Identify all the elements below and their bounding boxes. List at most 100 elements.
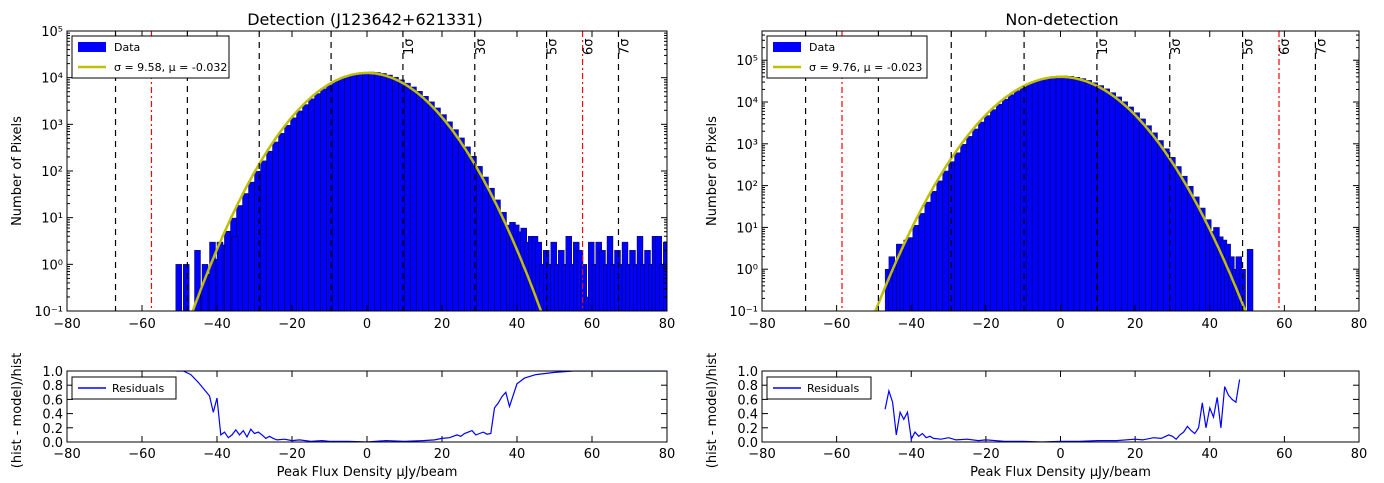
histogram-bar [996, 103, 1003, 311]
histogram-bars [175, 71, 667, 311]
histogram-bar [936, 180, 943, 311]
histogram-bar [350, 73, 357, 311]
residual-legend-label: Residuals [807, 382, 859, 395]
histogram-bar [374, 72, 381, 311]
gaussian-fit-line [191, 71, 543, 311]
detection-panel: Detection (J123642+621331) 1σ 3σ 5σ 6σ 7σ −80… [10, 10, 675, 480]
histogram-bar [446, 121, 453, 311]
histogram-bar [1187, 186, 1194, 311]
legend-data-swatch [773, 42, 801, 52]
x-tick-label: 60 [584, 317, 601, 332]
non-detection-panel: Non-detection 1σ 3σ 5σ 6σ 7σ −80 −80 −60 −60 −40 −… [705, 10, 1367, 480]
y-tick-label: 10⁰ [41, 258, 63, 273]
histogram-bar [386, 74, 393, 311]
histogram-bar [458, 137, 465, 311]
histogram-bar [954, 152, 961, 311]
histogram-bar [990, 109, 997, 311]
histogram-bar [266, 150, 273, 311]
x-tick-label: −40 [203, 317, 230, 332]
histogram-bar [488, 187, 495, 311]
histogram-bar [278, 133, 285, 311]
histogram-bar [1145, 125, 1152, 311]
x-tick-label: −60 [823, 317, 850, 332]
x-tick-label: 40 [509, 317, 526, 332]
residual-x-tick-label: −20 [278, 447, 305, 462]
sigma-label: 7σ [1314, 38, 1329, 55]
histogram-bar [242, 193, 249, 311]
histogram-bar [290, 117, 297, 311]
histogram-bar [1008, 94, 1015, 311]
histogram-bar [332, 81, 339, 311]
residual-x-tick-label: −40 [898, 447, 925, 462]
residual-y-tick-label: 0.2 [737, 422, 758, 437]
histogram-bar [960, 144, 967, 311]
x-tick-label: −60 [128, 317, 155, 332]
histogram-bar [410, 86, 417, 311]
y-tick-label: 10⁰ [736, 263, 758, 278]
histogram-bar [482, 176, 489, 311]
sigma-label: 5σ [546, 38, 561, 55]
histogram-bar [422, 96, 429, 311]
residual-y-tick-label: 0.6 [42, 393, 63, 408]
sigma-label: 6σ [582, 38, 597, 55]
histogram-bar [494, 199, 501, 311]
residual-x-tick-label: 60 [584, 447, 601, 462]
gaussian-fit-line [874, 75, 1247, 311]
detection-title: Detection (J123642+621331) [247, 10, 483, 29]
x-tick-label: 60 [1276, 317, 1293, 332]
histogram-bar [1037, 79, 1045, 311]
histogram-bar [344, 75, 351, 311]
residual-x-tick-label: 60 [1276, 447, 1293, 462]
histogram-bar [1097, 85, 1104, 311]
histogram-bar [924, 201, 931, 311]
residual-line [175, 371, 667, 442]
residual-y-tick-label: 0.0 [737, 436, 758, 451]
y-tick-label: 10⁴ [41, 72, 63, 87]
histogram-bar [404, 82, 411, 311]
histogram-bar [398, 79, 405, 311]
histogram-bar [216, 241, 224, 311]
sigma-label: 1σ [402, 38, 417, 55]
y-tick-label: 10³ [736, 138, 758, 153]
residual-legend-box [766, 376, 872, 400]
histogram-bar [1181, 175, 1188, 311]
residual-legend: Residuals [71, 376, 177, 400]
histogram-bar [903, 239, 910, 311]
histogram-bar [1157, 140, 1164, 311]
residual-y-tick-label: 1.0 [737, 365, 758, 380]
sigma-label: 3σ [474, 38, 489, 55]
histogram-bar [434, 107, 441, 311]
histogram-bar [1193, 196, 1200, 311]
y-tick-label: 10⁻¹ [729, 305, 758, 320]
histogram-bar [1043, 77, 1051, 311]
y-tick-label: 10² [736, 180, 758, 195]
legend-data-label: Data [114, 41, 140, 54]
histogram-bar [284, 125, 291, 311]
histogram-bar [356, 72, 363, 311]
legend-data-label: Data [809, 41, 835, 54]
histogram-bar [663, 241, 667, 311]
y-tick-label: 10¹ [41, 212, 63, 227]
histogram-bar [1246, 249, 1254, 311]
histogram-bar [1139, 118, 1146, 311]
residual-y-tick-label: 0.8 [737, 379, 758, 394]
x-tick-label: −40 [898, 317, 925, 332]
histogram-bar [1067, 76, 1075, 311]
histogram-bar [1085, 80, 1093, 311]
histogram-bar [380, 73, 387, 311]
histogram-bar [1025, 83, 1033, 311]
residual-legend: Residuals [766, 376, 872, 400]
residual-legend-label: Residuals [112, 382, 164, 395]
x-tick-label: −20 [278, 317, 305, 332]
histogram-bar [1163, 148, 1170, 311]
residual-y-tick-label: 0.4 [42, 408, 63, 423]
histogram-bar [183, 264, 190, 311]
sigma-label: 5σ [1242, 38, 1257, 55]
histogram-bar [476, 166, 483, 311]
residual-x-tick-label: −80 [53, 447, 80, 462]
x-axis-label: Peak Flux Density μJy/beam [277, 465, 458, 480]
x-tick-label: 40 [1201, 317, 1218, 332]
residual-x-tick-label: 40 [509, 447, 526, 462]
y-tick-label: 10⁵ [736, 54, 758, 69]
